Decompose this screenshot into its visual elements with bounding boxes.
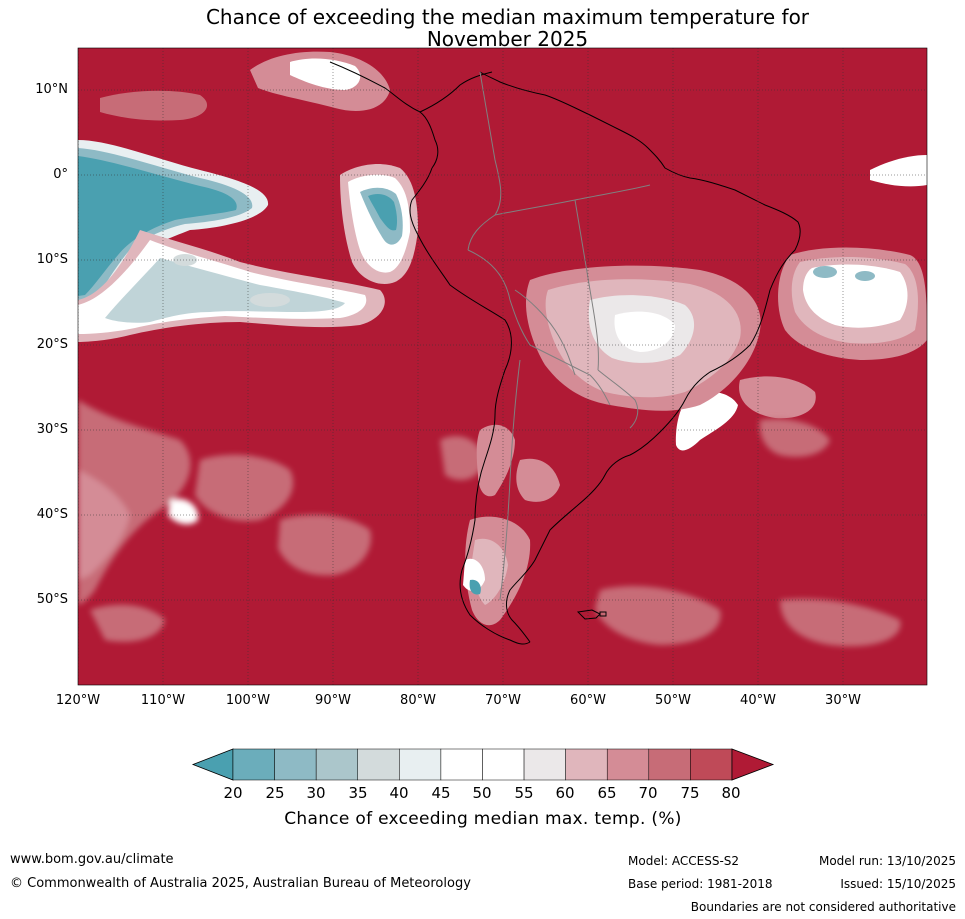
- light-band-pacific: [78, 230, 385, 342]
- colorbar-title: Chance of exceeding median max. temp. (%…: [284, 809, 682, 829]
- footer-issued: Issued: 15/10/2025: [840, 877, 956, 891]
- colorbar-tick-50: 50: [472, 784, 492, 802]
- footer-model-run: Model run: 13/10/2025: [818, 854, 956, 868]
- colorbar-tick-20: 20: [223, 784, 243, 802]
- lon-label-80w: 80°W: [400, 693, 436, 708]
- colorbar-tick-70: 70: [638, 784, 658, 802]
- lon-label-100w: 100°W: [225, 693, 271, 708]
- footer-model: Model: ACCESS-S2: [628, 854, 740, 868]
- colorbar-tick-45: 45: [431, 784, 451, 802]
- lon-label-30w: 30°W: [825, 693, 861, 708]
- footer-base-period: Base period: 1981-2018: [628, 877, 773, 891]
- colorbar-arrow-high: [731, 748, 775, 781]
- footer-copyright: © Commonwealth of Australia 2025, Austra…: [10, 876, 471, 891]
- light-region-south-atlantic: [675, 155, 927, 451]
- map-title-line2: November 2025: [426, 27, 589, 51]
- colorbar-tick-55: 55: [514, 784, 534, 802]
- colorbar-tick-30: 30: [306, 784, 326, 802]
- colorbar-tick-80: 80: [721, 784, 741, 802]
- colorbar-segment: [482, 748, 525, 781]
- coastline: [329, 61, 801, 645]
- lat-label-30s: 30°S: [36, 422, 68, 437]
- colorbar-segment: [565, 748, 608, 781]
- colorbar-tick-25: 25: [265, 784, 285, 802]
- lon-label-70w: 70°W: [485, 693, 521, 708]
- colorbar: [191, 748, 775, 781]
- light-tongue-ecuador: [340, 164, 418, 284]
- colorbar-segment: [523, 748, 566, 781]
- colorbar-tick-35: 35: [348, 784, 368, 802]
- lon-label-120w: 120°W: [55, 693, 101, 708]
- map-plot-area: [78, 48, 927, 685]
- colorbar-segment: [357, 748, 400, 781]
- footer-disclaimer: Boundaries are not considered authoritat…: [690, 900, 956, 914]
- lat-label-50s: 50°S: [36, 592, 68, 607]
- lon-label-60w: 60°W: [570, 693, 606, 708]
- lat-label-0: 0°: [53, 167, 68, 182]
- lat-lon-gridlines: [78, 48, 927, 685]
- map-title-line1: Chance of exceeding the median maximum t…: [205, 5, 810, 29]
- colorbar-segment: [399, 748, 442, 781]
- map-frame: [77, 47, 928, 686]
- country-borders: [467, 71, 651, 601]
- lat-label-10n: 10°N: [35, 82, 68, 97]
- colorbar-segment: [274, 748, 317, 781]
- lon-label-50w: 50°W: [655, 693, 691, 708]
- lat-label-40s: 40°S: [36, 507, 68, 522]
- falkland-islands: [576, 609, 607, 620]
- light-region-south-pacific: [78, 400, 901, 647]
- lon-label-40w: 40°W: [740, 693, 776, 708]
- colorbar-segment: [315, 748, 358, 781]
- footer-website[interactable]: www.bom.gov.au/climate: [10, 852, 174, 867]
- colorbar-tick-75: 75: [680, 784, 700, 802]
- light-region-central-south-america: [463, 265, 761, 626]
- lon-label-110w: 110°W: [140, 693, 186, 708]
- colorbar-segment: [606, 748, 650, 781]
- colorbar-tick-65: 65: [597, 784, 617, 802]
- light-region-central-america: [100, 51, 390, 121]
- colorbar-segment: [232, 748, 275, 781]
- colorbar-segment: [690, 748, 733, 781]
- lon-label-90w: 90°W: [315, 693, 351, 708]
- colorbar-arrow-low: [191, 748, 234, 781]
- lat-label-20s: 20°S: [36, 337, 68, 352]
- teal-anomaly-east-pacific: [78, 140, 269, 322]
- colorbar-segment: [648, 748, 691, 781]
- colorbar-segment: [440, 748, 483, 781]
- colorbar-tick-60: 60: [555, 784, 575, 802]
- colorbar-tick-40: 40: [389, 784, 409, 802]
- lat-label-10s: 10°S: [36, 252, 68, 267]
